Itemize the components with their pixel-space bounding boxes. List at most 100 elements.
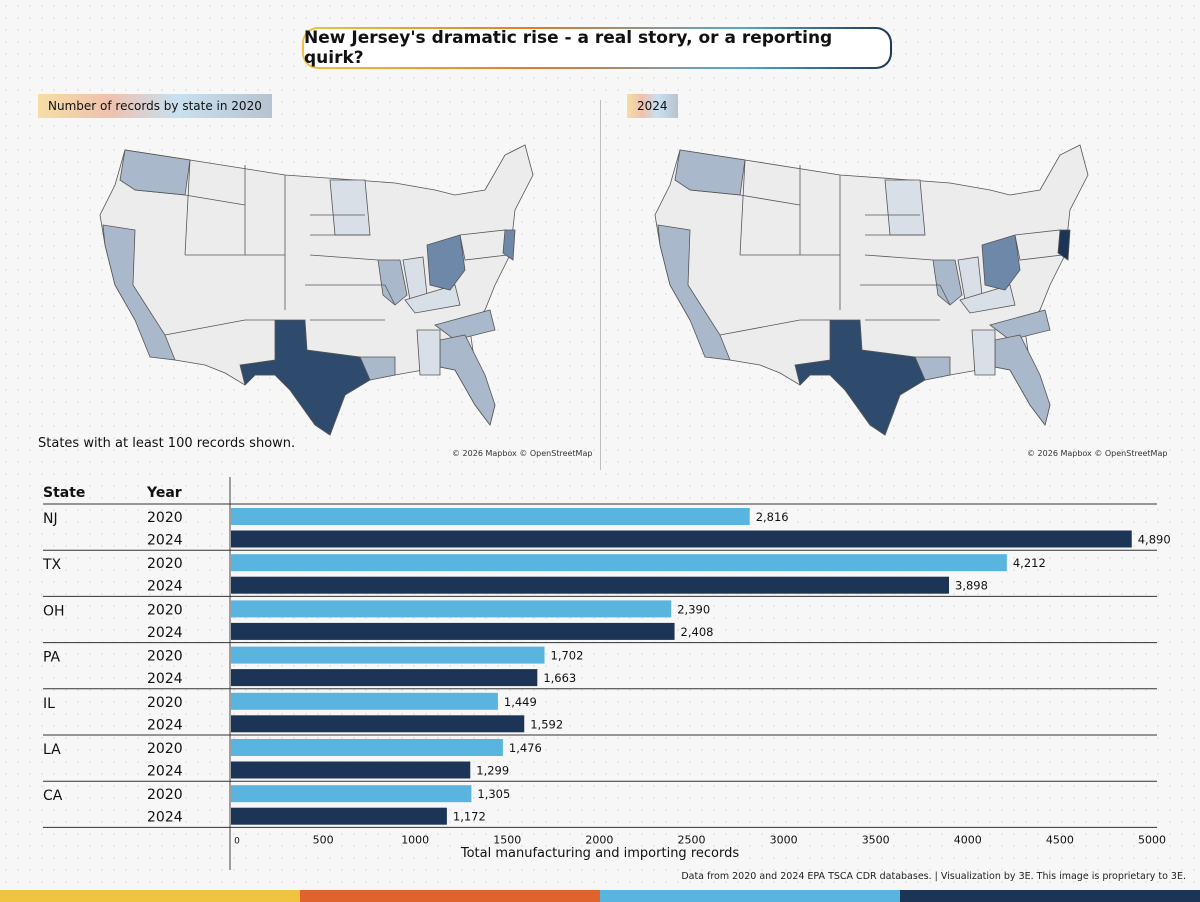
x-tick-label: 4500 [1046,833,1074,846]
bar-oh-2024 [231,622,675,640]
state-oh [981,234,1021,291]
bar-pa-2024 [231,669,538,687]
year-label: 2024 [147,764,183,780]
bottom-bar-lightblue [600,890,900,902]
x-tick-label: 2500 [678,833,706,846]
bar-oh-2020 [231,600,672,618]
map-2024-label: 2024 [627,94,678,118]
page-title: New Jersey's dramatic rise - a real stor… [304,28,890,68]
state-label: TX [42,557,62,573]
x-tick-label: 500 [313,833,334,846]
bar-nj-2020 [231,508,750,525]
year-label: 2024 [147,671,183,687]
x-tick-label: 5000 [1138,833,1166,846]
state-pa [1014,229,1063,261]
bar-value-label: 4,890 [1138,533,1171,547]
bar-value-label: 1,305 [477,787,510,801]
bottom-bar-yellow [0,890,300,902]
state-nc [989,309,1051,341]
bar-pa-2020 [231,646,545,664]
state-ky [404,284,461,314]
bar-value-label: 1,663 [543,671,576,685]
bar-value-label: 1,702 [551,649,584,663]
bar-value-label: 1,476 [509,741,542,755]
map-2020-attribution: © 2026 Mapbox © OpenStreetMap [452,449,593,458]
bar-value-label: 2,390 [677,602,710,616]
year-label: 2024 [147,810,183,826]
bar-il-2020 [231,692,498,710]
column-header-state: State [43,485,85,501]
map-2024-attribution: © 2026 Mapbox © OpenStreetMap [1027,449,1168,458]
state-ca [102,224,176,361]
bottom-bar-orange [300,890,600,902]
bar-tx-2024 [231,576,950,594]
map-2020 [99,144,534,436]
bar-value-label: 1,449 [504,695,537,709]
state-tx [794,319,926,436]
state-label: NJ [43,511,58,527]
x-tick-label: 3000 [770,833,798,846]
year-label: 2020 [147,695,183,711]
year-label: 2020 [147,741,183,757]
map-2020-label: Number of records by state in 2020 [38,94,272,118]
year-label: 2024 [147,533,183,549]
bar-value-label: 4,212 [1013,556,1046,570]
state-ga [439,334,496,426]
x-axis-ticks: 0 500 1000 1500 2000 2500 3000 3500 4000 4500 5000 [234,833,1166,846]
state-nj [1057,229,1071,261]
state-mn [884,179,926,236]
year-label: 2024 [147,625,183,641]
x-tick-label: 0 [234,836,240,846]
year-label: 2020 [147,787,183,803]
year-label: 2024 [147,717,183,733]
state-il [932,259,963,306]
state-pa [459,229,508,261]
map-divider [600,100,601,470]
bar-tx-2020 [231,554,1007,572]
state-nj [502,229,516,261]
bar-nj-2024 [231,530,1132,548]
bar-value-label: 2,408 [681,625,714,639]
bar-value-label: 3,898 [955,579,988,593]
bar-value-label: 2,816 [756,510,789,524]
state-ga [994,334,1051,426]
year-label: 2020 [147,649,183,665]
bar-chart: State Year NJ 2020 2,816 2024 4,890 TX 2020 4,2… [42,477,1171,870]
year-label: 2020 [147,556,183,572]
state-borders [134,159,396,336]
year-label: 2024 [147,579,183,595]
source-note: Data from 2020 and 2024 EPA TSCA CDR dat… [681,871,1186,882]
state-label: IL [43,696,55,712]
bottom-bar-navy [900,890,1200,902]
bottom-color-bar [0,890,1200,902]
bar-la-2024 [231,761,471,779]
bar-il-2024 [231,715,525,733]
bar-ca-2020 [231,785,472,803]
state-al [971,329,996,376]
map-note: States with at least 100 records shown. [38,436,296,451]
state-oh [426,234,466,291]
year-label: 2020 [147,510,183,526]
state-nc [434,309,496,341]
bar-value-label: 1,592 [530,717,563,731]
state-al [416,329,441,376]
state-label: OH [43,603,65,619]
x-tick-label: 3500 [862,833,890,846]
map-2024 [654,144,1089,436]
us-states-2020 [99,144,534,436]
state-label: PA [43,650,61,666]
column-header-year: Year [146,485,182,501]
bar-value-label: 1,299 [476,764,509,778]
state-label: CA [43,788,63,804]
state-borders [689,159,951,336]
us-states-2024 [654,144,1089,436]
x-tick-label: 1500 [493,833,521,846]
bar-la-2020 [231,739,503,756]
state-label: LA [43,742,61,758]
state-il [377,259,408,306]
bar-value-label: 1,172 [453,810,486,824]
state-ky [959,284,1016,314]
chart-rows: NJ 2020 2,816 2024 4,890 TX 2020 4,212 2024 3,898… [42,503,1171,828]
title-frame: New Jersey's dramatic rise - a real stor… [302,27,892,69]
x-tick-label: 1000 [401,833,429,846]
